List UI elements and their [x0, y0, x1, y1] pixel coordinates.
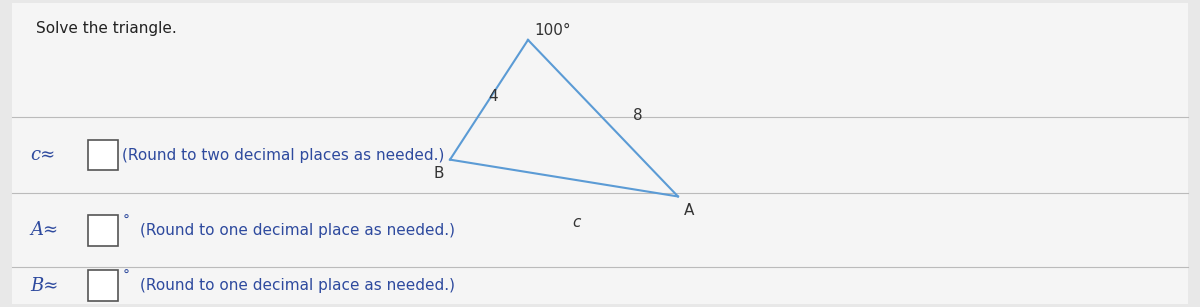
Text: (Round to one decimal place as needed.): (Round to one decimal place as needed.) — [140, 223, 456, 238]
Text: c≈: c≈ — [30, 146, 55, 164]
Text: B≈: B≈ — [30, 277, 59, 294]
Text: A≈: A≈ — [30, 221, 58, 239]
Bar — [88, 270, 118, 301]
Text: °: ° — [122, 214, 130, 228]
Text: c: c — [572, 215, 580, 230]
Text: 8: 8 — [634, 108, 643, 122]
Bar — [88, 140, 118, 170]
Text: A: A — [684, 203, 695, 218]
Text: B: B — [433, 166, 444, 181]
Text: (Round to two decimal places as needed.): (Round to two decimal places as needed.) — [122, 148, 445, 162]
Text: (Round to one decimal place as needed.): (Round to one decimal place as needed.) — [140, 278, 456, 293]
Text: 4: 4 — [488, 89, 498, 104]
Text: Solve the triangle.: Solve the triangle. — [36, 21, 176, 37]
Bar — [88, 215, 118, 246]
Text: 100°: 100° — [534, 23, 571, 38]
Text: °: ° — [122, 269, 130, 283]
